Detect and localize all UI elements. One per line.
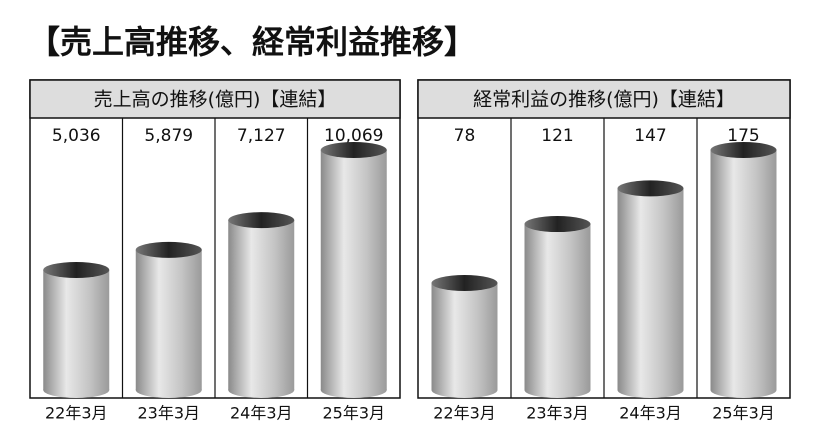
x-tick-label: 24年3月 [230,404,293,423]
page-title: 【売上高推移、経常利益推移】 [28,23,476,61]
x-tick-label: 25年3月 [322,404,385,423]
panel-title: 経常利益の推移(億円)【連結】 [473,89,735,111]
panel-header [29,79,401,119]
value-label: 121 [541,126,573,146]
x-tick-label: 23年3月 [137,404,200,423]
cylinder-top [228,212,295,229]
cylinder-top [617,180,684,197]
cylinder-top [431,275,498,292]
x-tick-label: 25年3月 [712,404,775,423]
bar [228,220,295,390]
value-label: 5,036 [52,126,101,146]
cylinder-top [135,241,202,258]
value-label: 147 [634,126,666,146]
x-tick-label: 23年3月 [526,404,589,423]
value-label: 78 [454,126,476,146]
cylinder-top [710,142,777,158]
value-label: 7,127 [237,126,286,146]
bar [524,224,591,390]
value-label: 10,069 [324,126,383,146]
x-tick-label: 22年3月 [45,404,108,423]
cylinder-top [320,142,387,158]
x-tick-label: 22年3月 [433,404,496,423]
bar [320,150,387,390]
bar [43,269,110,390]
value-label: 5,879 [144,126,193,146]
panel-title: 売上高の推移(億円)【連結】 [94,89,337,111]
cylinder-top [524,216,591,233]
cylinder-top [43,261,110,278]
bar [617,188,684,390]
bar [431,283,498,390]
x-tick-label: 24年3月 [619,404,682,423]
bar [710,150,777,390]
value-label: 175 [727,126,759,146]
bar [135,249,202,390]
panel-header [417,79,791,119]
